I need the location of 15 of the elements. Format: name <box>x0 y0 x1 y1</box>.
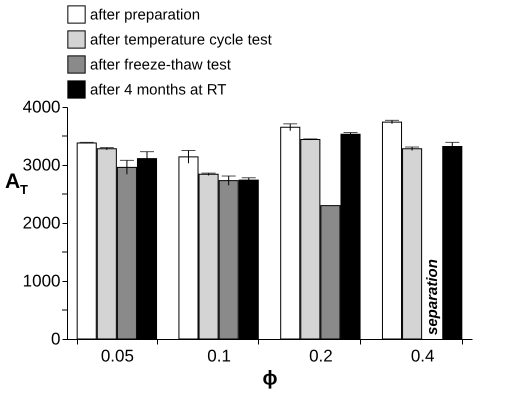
legend-label: after preparation <box>90 6 200 24</box>
legend-label: after temperature cycle test <box>90 32 273 48</box>
x-tick-label: 0.1 <box>207 346 231 366</box>
y-tick-label: 3000 <box>22 156 60 174</box>
y-tick-label: 2000 <box>22 214 60 232</box>
annotation: separation <box>424 259 442 335</box>
legend-label: after 4 months at RT <box>90 82 226 98</box>
x-tick-label: 0.4 <box>410 346 434 366</box>
legend-label: after freeze-thaw test <box>90 56 232 74</box>
y-tick-label: 4000 <box>22 98 60 116</box>
x-axis-title: ϕ <box>262 368 278 390</box>
x-tick-label: 0.2 <box>309 346 333 366</box>
x-tick-label: 0.05 <box>100 346 134 366</box>
y-tick-label: 0 <box>51 330 60 348</box>
y-tick-label: 1000 <box>22 272 60 290</box>
